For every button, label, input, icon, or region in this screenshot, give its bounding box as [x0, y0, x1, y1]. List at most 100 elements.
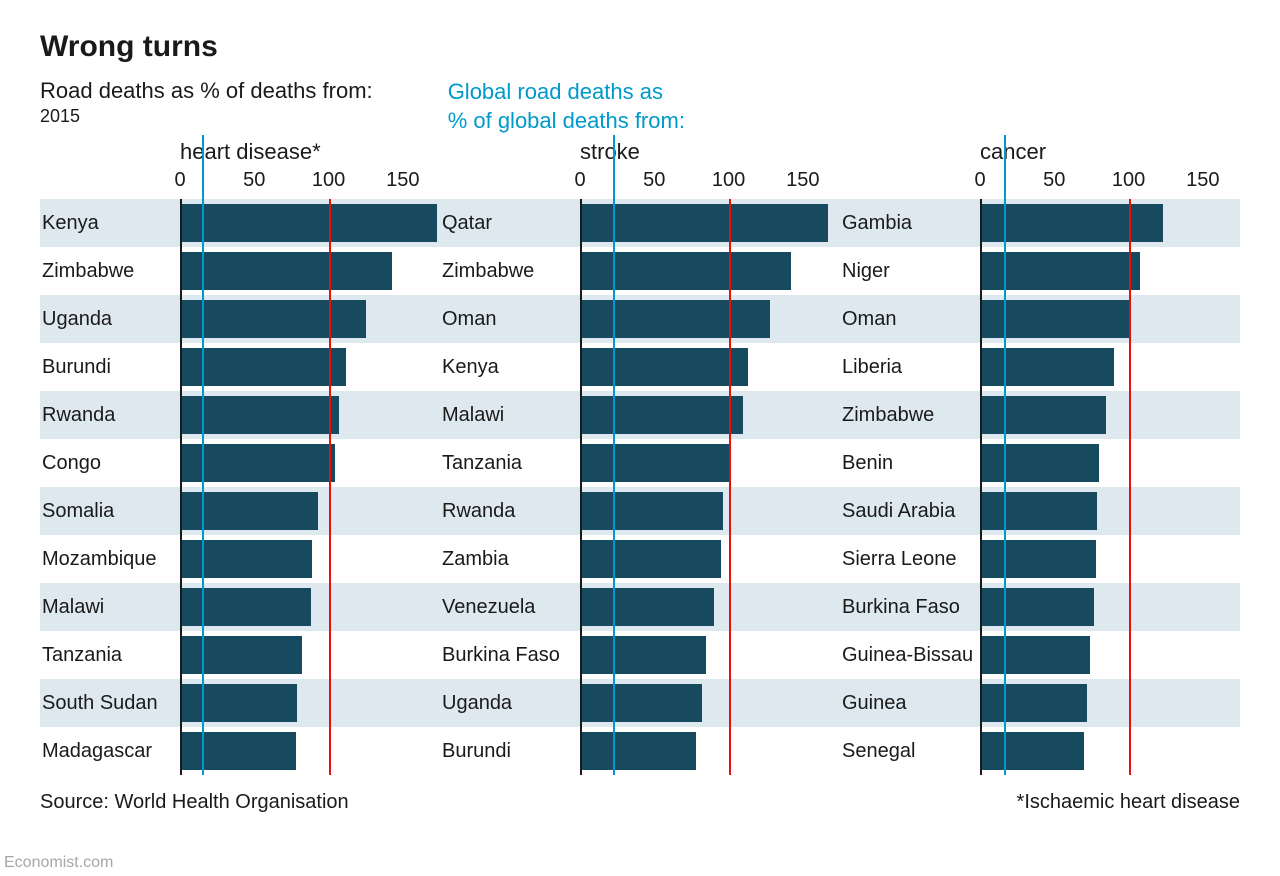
bar — [180, 492, 318, 530]
country-label: Qatar — [440, 212, 580, 235]
chart-container: Wrong turns Road deaths as % of deaths f… — [0, 0, 1280, 834]
bar — [180, 540, 312, 578]
country-label: Malawi — [440, 404, 580, 427]
country-label: Venezuela — [440, 596, 580, 619]
subtitle-block: Road deaths as % of deaths from: 2015 — [40, 78, 373, 127]
bar — [580, 684, 702, 722]
bar-row: Burkina Faso — [840, 583, 1240, 631]
bar-row: Gambia — [840, 199, 1240, 247]
bar — [580, 348, 748, 386]
bar-row: Guinea — [840, 679, 1240, 727]
bar-row: Niger — [840, 247, 1240, 295]
axis-row: 050100150 — [40, 169, 440, 199]
bar — [180, 252, 392, 290]
bar-row: Venezuela — [440, 583, 840, 631]
ref-100-line — [1129, 199, 1131, 775]
bar-row: Zimbabwe — [840, 391, 1240, 439]
bar-area: GambiaNigerOmanLiberiaZimbabweBeninSaudi… — [840, 199, 1240, 775]
country-label: Guinea — [840, 692, 980, 715]
bar — [980, 444, 1099, 482]
country-label: Oman — [840, 308, 980, 331]
tick-label: 100 — [1112, 169, 1145, 192]
global-ref-line — [613, 199, 615, 775]
bar-row: Uganda — [40, 295, 440, 343]
axis-row: 050100150 — [840, 169, 1240, 199]
bar-row: Burkina Faso — [440, 631, 840, 679]
bar-row: Oman — [440, 295, 840, 343]
country-label: Burundi — [40, 356, 180, 379]
bar-row: Zimbabwe — [40, 247, 440, 295]
country-label: Congo — [40, 452, 180, 475]
tick-label: 50 — [243, 169, 265, 192]
country-label: Uganda — [440, 692, 580, 715]
axis-zero-line — [180, 199, 182, 775]
bar — [980, 492, 1097, 530]
bar — [580, 300, 770, 338]
bar-row: Liberia — [840, 343, 1240, 391]
bar — [180, 732, 296, 770]
country-label: Zimbabwe — [840, 404, 980, 427]
global-ref-line — [1004, 199, 1006, 775]
bar-area: KenyaZimbabweUgandaBurundiRwandaCongoSom… — [40, 199, 440, 775]
bar — [980, 300, 1129, 338]
tick-label: 50 — [643, 169, 665, 192]
chart-title: Wrong turns — [40, 30, 1240, 64]
country-label: Mozambique — [40, 548, 180, 571]
bar — [980, 396, 1106, 434]
bar-row: Burundi — [440, 727, 840, 775]
bar-row: Tanzania — [40, 631, 440, 679]
bar-area: QatarZimbabweOmanKenyaMalawiTanzaniaRwan… — [440, 199, 840, 775]
bar-row: Malawi — [40, 583, 440, 631]
bar — [180, 204, 437, 242]
bar-row: Congo — [40, 439, 440, 487]
country-label: Gambia — [840, 212, 980, 235]
bar — [980, 636, 1090, 674]
source-text: Source: World Health Organisation — [40, 791, 349, 814]
header-row: Road deaths as % of deaths from: 2015 Gl… — [40, 78, 1240, 135]
country-label: Zambia — [440, 548, 580, 571]
bar-row: Qatar — [440, 199, 840, 247]
country-label: Saudi Arabia — [840, 500, 980, 523]
bar-row: Senegal — [840, 727, 1240, 775]
bar-row: Malawi — [440, 391, 840, 439]
panel-title: stroke — [440, 139, 840, 165]
bar — [980, 588, 1094, 626]
tick-label: 150 — [786, 169, 819, 192]
country-label: Zimbabwe — [40, 260, 180, 283]
bar — [580, 636, 706, 674]
tick-label: 0 — [974, 169, 985, 192]
bar — [580, 540, 721, 578]
bar-row: Mozambique — [40, 535, 440, 583]
country-label: Burkina Faso — [840, 596, 980, 619]
bar-row: Madagascar — [40, 727, 440, 775]
tick-label: 50 — [1043, 169, 1065, 192]
bar — [180, 684, 297, 722]
country-label: Rwanda — [440, 500, 580, 523]
country-label: Sierra Leone — [840, 548, 980, 571]
country-label: Malawi — [40, 596, 180, 619]
country-label: Guinea-Bissau — [840, 644, 980, 667]
country-label: Liberia — [840, 356, 980, 379]
country-label: Kenya — [440, 356, 580, 379]
bar-row: Rwanda — [440, 487, 840, 535]
global-ref-line-extension — [613, 135, 615, 199]
country-label: Senegal — [840, 740, 980, 763]
bar — [180, 588, 311, 626]
bar — [980, 540, 1096, 578]
bar — [180, 636, 302, 674]
country-label: Tanzania — [40, 644, 180, 667]
bar — [180, 300, 366, 338]
chart-year: 2015 — [40, 106, 373, 127]
global-label: Global road deaths as % of global deaths… — [448, 78, 685, 135]
panel: heart disease*050100150KenyaZimbabweUgan… — [40, 139, 440, 775]
footnote-text: *Ischaemic heart disease — [1017, 791, 1240, 814]
global-ref-line-extension — [1004, 135, 1006, 199]
country-label: Somalia — [40, 500, 180, 523]
bar-row: Somalia — [40, 487, 440, 535]
global-ref-line — [202, 199, 204, 775]
country-label: Madagascar — [40, 740, 180, 763]
bar-row: Oman — [840, 295, 1240, 343]
country-label: Burundi — [440, 740, 580, 763]
bar — [980, 348, 1114, 386]
tick-label: 0 — [174, 169, 185, 192]
